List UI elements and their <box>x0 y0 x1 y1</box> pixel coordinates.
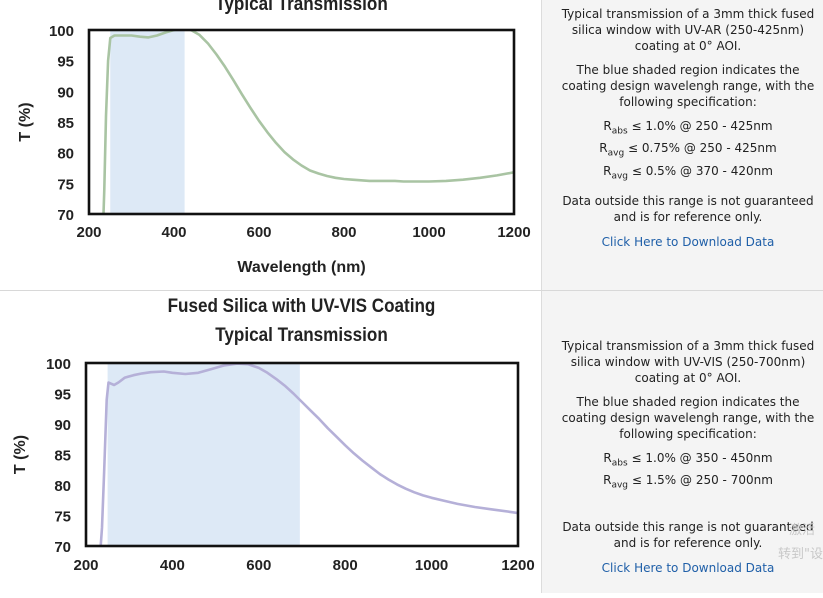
description-disclaimer: Data outside this range is not guarantee… <box>562 519 814 550</box>
description-intro: Typical transmission of a 3mm thick fuse… <box>561 7 815 53</box>
coating-design-range-shade <box>110 30 185 214</box>
y-axis-title: T (%) <box>17 102 34 141</box>
watermark-text: 激活 <box>788 523 815 538</box>
description-disclaimer: Data outside this range is not guarantee… <box>562 194 814 225</box>
download-data-link[interactable]: Click Here to Download Data <box>601 235 775 250</box>
plot-frame <box>84 361 520 548</box>
y-tick-label: 70 <box>57 207 74 224</box>
x-tick-label: 400 <box>161 224 186 241</box>
x-tick-label: 200 <box>73 557 98 574</box>
x-tick-label: 1000 <box>412 224 445 241</box>
description-region: The blue shaded region indicates the coa… <box>561 63 815 109</box>
x-tick-label: 600 <box>246 557 271 574</box>
download-data-link[interactable]: Click Here to Download Data <box>601 560 775 575</box>
chart-row-uv-vis: Fused Silica with UV-VIS Coating Typical … <box>0 291 823 593</box>
chart-title: Typical Transmission <box>215 0 388 14</box>
uv-vis-transmission-chart: Fused Silica with UV-VIS Coating Typical … <box>12 295 535 574</box>
y-tick-label: 80 <box>57 146 74 163</box>
spec-line: Ravg ≤ 1.5% @ 250 - 700nm <box>603 473 773 491</box>
spec-line: Rabs ≤ 1.0% @ 250 - 425nm <box>603 119 773 137</box>
y-tick-label: 100 <box>49 23 74 40</box>
description-text-uv-ar: Typical transmission of a 3mm thick fuse… <box>554 6 822 258</box>
uv-ar-transmission-chart: Typical Transmission 70 75 80 85 90 95 100 200 40… <box>17 0 531 276</box>
x-tick-label: 1200 <box>501 557 534 574</box>
y-tick-label: 75 <box>54 509 71 526</box>
chart-cell-uv-vis: Fused Silica with UV-VIS Coating Typical … <box>0 291 541 593</box>
y-tick-label: 70 <box>54 539 71 556</box>
spec-list: Rabs ≤ 1.0% @ 250 - 425nm Ravg ≤ 0.75% @… <box>554 118 822 185</box>
y-tick-label: 95 <box>54 387 71 404</box>
x-tick-label: 400 <box>160 557 185 574</box>
chart-row-uv-ar: Typical Transmission 70 75 80 85 90 95 100 200 40… <box>0 0 823 291</box>
description-region: The blue shaded region indicates the coa… <box>561 395 815 441</box>
description-panel-uv-vis: Typical transmission of a 3mm thick fuse… <box>541 291 823 593</box>
y-tick-label: 90 <box>57 84 74 101</box>
x-tick-label: 200 <box>76 224 101 241</box>
description-panel-uv-ar: Typical transmission of a 3mm thick fuse… <box>541 0 823 290</box>
plot-frame <box>87 28 516 216</box>
y-tick-label: 90 <box>54 417 71 434</box>
x-tick-label: 1200 <box>497 224 530 241</box>
y-axis-title: T (%) <box>12 435 29 474</box>
x-tick-label: 800 <box>333 557 358 574</box>
chart-cell-uv-ar: Typical Transmission 70 75 80 85 90 95 100 200 40… <box>0 0 541 290</box>
x-tick-label: 1000 <box>415 557 448 574</box>
y-tick-label: 100 <box>46 356 71 373</box>
y-tick-label: 80 <box>54 478 71 495</box>
x-axis-title: Wavelength (nm) <box>237 259 365 276</box>
coating-design-range-shade <box>107 363 300 546</box>
spec-line: Rabs ≤ 1.0% @ 350 - 450nm <box>603 451 773 469</box>
spec-line: Ravg ≤ 0.5% @ 370 - 420nm <box>603 163 773 182</box>
spec-list: Rabs ≤ 1.0% @ 350 - 450nm Ravg ≤ 1.5% @ … <box>554 450 822 495</box>
chart-title: Typical Transmission <box>215 324 388 345</box>
spec-line: Ravg ≤ 0.75% @ 250 - 425nm <box>599 141 777 159</box>
transmission-line <box>99 363 518 546</box>
y-tick-label: 75 <box>57 176 74 193</box>
x-tick-label: 800 <box>331 224 356 241</box>
x-tick-label: 600 <box>246 224 271 241</box>
watermark-text-2: 转到"设 <box>778 547 823 562</box>
description-intro: Typical transmission of a 3mm thick fuse… <box>561 339 815 385</box>
y-tick-label: 95 <box>57 54 74 71</box>
transmission-line <box>102 30 514 214</box>
y-tick-label: 85 <box>57 115 74 132</box>
y-tick-label: 85 <box>54 448 71 465</box>
chart-title: Fused Silica with UV-VIS Coating <box>168 295 436 316</box>
description-text-uv-vis: Typical transmission of a 3mm thick fuse… <box>554 338 822 584</box>
